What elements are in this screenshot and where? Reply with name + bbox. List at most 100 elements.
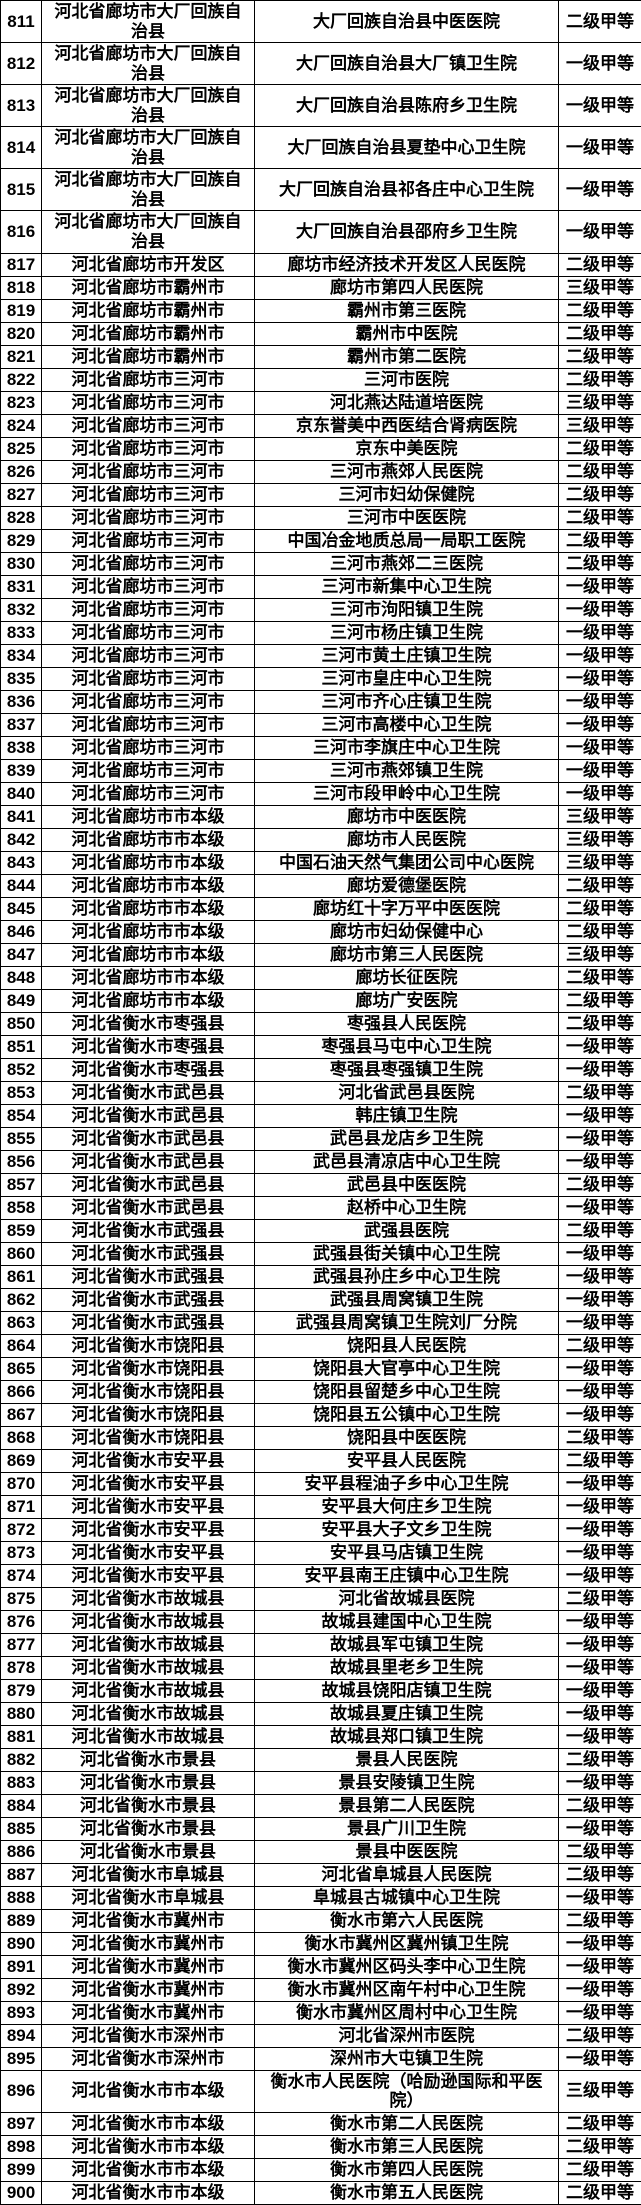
hospital-name-cell: 中国冶金地质总局一局职工医院 xyxy=(255,529,559,552)
region-cell: 河北省衡水市阜城县 xyxy=(42,1886,255,1909)
hospital-name-cell: 衡水市人民医院（哈励逊国际和平医院） xyxy=(255,2070,559,2112)
hospital-name-cell: 阜城县古城镇中心卫生院 xyxy=(255,1886,559,1909)
region-cell: 河北省廊坊市霸州市 xyxy=(42,299,255,322)
row-number-cell: 835 xyxy=(1,667,42,690)
table-row: 837 河北省廊坊市三河市 三河市高楼中心卫生院 一级甲等 xyxy=(1,713,641,736)
hospital-name-cell: 武邑县龙店乡卫生院 xyxy=(255,1127,559,1150)
table-row: 871 河北省衡水市安平县 安平县大何庄乡卫生院 一级甲等 xyxy=(1,1495,641,1518)
row-number-cell: 875 xyxy=(1,1587,42,1610)
row-number-cell: 821 xyxy=(1,345,42,368)
row-number-cell: 849 xyxy=(1,989,42,1012)
region-cell: 河北省衡水市故城县 xyxy=(42,1633,255,1656)
row-number-cell: 815 xyxy=(1,169,42,211)
grade-cell: 三级甲等 xyxy=(559,276,641,299)
table-row: 897 河北省衡水市市本级 衡水市第二人民医院 二级甲等 xyxy=(1,2112,641,2135)
table-row: 862 河北省衡水市武强县 武强县周窝镇卫生院 一级甲等 xyxy=(1,1288,641,1311)
region-cell: 河北省衡水市市本级 xyxy=(42,2135,255,2158)
region-cell: 河北省廊坊市大厂回族自治县 xyxy=(42,43,255,85)
grade-cell: 一级甲等 xyxy=(559,1955,641,1978)
row-number-cell: 844 xyxy=(1,874,42,897)
hospital-name-cell: 河北燕达陆道培医院 xyxy=(255,391,559,414)
row-number-cell: 836 xyxy=(1,690,42,713)
region-cell: 河北省廊坊市大厂回族自治县 xyxy=(42,1,255,43)
table-row: 887 河北省衡水市阜城县 河北省阜城县人民医院 二级甲等 xyxy=(1,1863,641,1886)
row-number-cell: 855 xyxy=(1,1127,42,1150)
grade-cell: 二级甲等 xyxy=(559,1173,641,1196)
hospital-name-cell: 故城县军屯镇卫生院 xyxy=(255,1633,559,1656)
row-number-cell: 846 xyxy=(1,920,42,943)
row-number-cell: 826 xyxy=(1,460,42,483)
region-cell: 河北省衡水市景县 xyxy=(42,1817,255,1840)
region-cell: 河北省廊坊市三河市 xyxy=(42,391,255,414)
grade-cell: 二级甲等 xyxy=(559,345,641,368)
row-number-cell: 858 xyxy=(1,1196,42,1219)
table-row: 817 河北省廊坊市开发区 廊坊市经济技术开发区人民医院 二级甲等 xyxy=(1,253,641,276)
grade-cell: 二级甲等 xyxy=(559,874,641,897)
hospital-name-cell: 故城县里老乡卫生院 xyxy=(255,1656,559,1679)
region-cell: 河北省衡水市武强县 xyxy=(42,1311,255,1334)
table-row: 880 河北省衡水市故城县 故城县夏庄镇卫生院 一级甲等 xyxy=(1,1702,641,1725)
grade-cell: 二级甲等 xyxy=(559,1863,641,1886)
region-cell: 河北省衡水市故城县 xyxy=(42,1610,255,1633)
hospital-name-cell: 大厂回族自治县陈府乡卫生院 xyxy=(255,85,559,127)
table-row: 876 河北省衡水市故城县 故城县建国中心卫生院 一级甲等 xyxy=(1,1610,641,1633)
row-number-cell: 814 xyxy=(1,127,42,169)
hospital-name-cell: 景县第二人民医院 xyxy=(255,1794,559,1817)
row-number-cell: 881 xyxy=(1,1725,42,1748)
table-row: 881 河北省衡水市故城县 故城县郑口镇卫生院 一级甲等 xyxy=(1,1725,641,1748)
hospital-name-cell: 衡水市第六人民医院 xyxy=(255,1909,559,1932)
hospital-name-cell: 河北省阜城县人民医院 xyxy=(255,1863,559,1886)
table-row: 852 河北省衡水市枣强县 枣强县枣强镇卫生院 一级甲等 xyxy=(1,1058,641,1081)
region-cell: 河北省廊坊市大厂回族自治县 xyxy=(42,85,255,127)
region-cell: 河北省衡水市冀州市 xyxy=(42,1932,255,1955)
grade-cell: 二级甲等 xyxy=(559,920,641,943)
row-number-cell: 899 xyxy=(1,2158,42,2181)
row-number-cell: 869 xyxy=(1,1449,42,1472)
table-row: 877 河北省衡水市故城县 故城县军屯镇卫生院 一级甲等 xyxy=(1,1633,641,1656)
hospital-name-cell: 枣强县马屯中心卫生院 xyxy=(255,1035,559,1058)
hospital-name-cell: 故城县郑口镇卫生院 xyxy=(255,1725,559,1748)
table-row: 874 河北省衡水市安平县 安平县南王庄镇中心卫生院 一级甲等 xyxy=(1,1564,641,1587)
grade-cell: 一级甲等 xyxy=(559,1380,641,1403)
hospital-name-cell: 河北省武邑县医院 xyxy=(255,1081,559,1104)
grade-cell: 一级甲等 xyxy=(559,1127,641,1150)
table-row: 889 河北省衡水市冀州市 衡水市第六人民医院 二级甲等 xyxy=(1,1909,641,1932)
grade-cell: 一级甲等 xyxy=(559,1288,641,1311)
region-cell: 河北省衡水市武强县 xyxy=(42,1242,255,1265)
row-number-cell: 897 xyxy=(1,2112,42,2135)
row-number-cell: 872 xyxy=(1,1518,42,1541)
hospital-name-cell: 衡水市冀州区码头李中心卫生院 xyxy=(255,1955,559,1978)
grade-cell: 二级甲等 xyxy=(559,506,641,529)
region-cell: 河北省衡水市枣强县 xyxy=(42,1035,255,1058)
grade-cell: 一级甲等 xyxy=(559,1472,641,1495)
table-row: 812 河北省廊坊市大厂回族自治县 大厂回族自治县大厂镇卫生院 一级甲等 xyxy=(1,43,641,85)
hospital-name-cell: 霸州市中医院 xyxy=(255,322,559,345)
grade-cell: 一级甲等 xyxy=(559,1518,641,1541)
table-row: 834 河北省廊坊市三河市 三河市黄土庄镇卫生院 一级甲等 xyxy=(1,644,641,667)
hospital-name-cell: 武强县周窝镇卫生院刘厂分院 xyxy=(255,1311,559,1334)
row-number-cell: 845 xyxy=(1,897,42,920)
table-row: 859 河北省衡水市武强县 武强县医院 二级甲等 xyxy=(1,1219,641,1242)
region-cell: 河北省衡水市枣强县 xyxy=(42,1012,255,1035)
region-cell: 河北省衡水市故城县 xyxy=(42,1587,255,1610)
row-number-cell: 857 xyxy=(1,1173,42,1196)
row-number-cell: 893 xyxy=(1,2001,42,2024)
row-number-cell: 839 xyxy=(1,759,42,782)
row-number-cell: 882 xyxy=(1,1748,42,1771)
row-number-cell: 890 xyxy=(1,1932,42,1955)
grade-cell: 二级甲等 xyxy=(559,966,641,989)
row-number-cell: 831 xyxy=(1,575,42,598)
grade-cell: 二级甲等 xyxy=(559,1587,641,1610)
table-row: 844 河北省廊坊市市本级 廊坊爱德堡医院 二级甲等 xyxy=(1,874,641,897)
hospital-name-cell: 武强县周窝镇卫生院 xyxy=(255,1288,559,1311)
hospital-name-cell: 大厂回族自治县大厂镇卫生院 xyxy=(255,43,559,85)
grade-cell: 一级甲等 xyxy=(559,211,641,253)
grade-cell: 二级甲等 xyxy=(559,1426,641,1449)
table-row: 835 河北省廊坊市三河市 三河市皇庄中心卫生院 一级甲等 xyxy=(1,667,641,690)
region-cell: 河北省廊坊市三河市 xyxy=(42,782,255,805)
table-row: 853 河北省衡水市武邑县 河北省武邑县医院 二级甲等 xyxy=(1,1081,641,1104)
table-row: 831 河北省廊坊市三河市 三河市新集中心卫生院 一级甲等 xyxy=(1,575,641,598)
region-cell: 河北省衡水市武强县 xyxy=(42,1265,255,1288)
region-cell: 河北省衡水市武强县 xyxy=(42,1288,255,1311)
